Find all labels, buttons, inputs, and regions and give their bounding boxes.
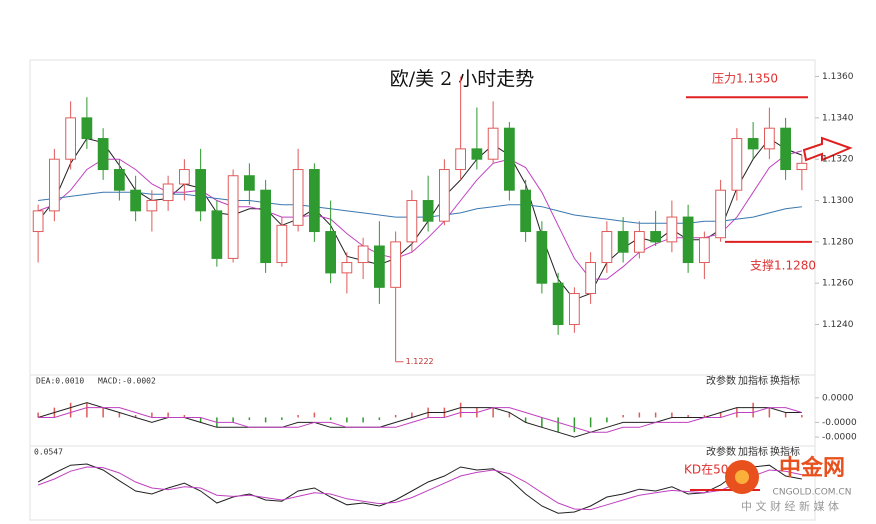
indicator-line [38,407,803,433]
level-label: 支撑1.1280 [750,257,816,272]
y-tick-label: -0.0000 [822,418,857,428]
candle-body [179,169,190,185]
panel-button[interactable]: 换指标 [770,445,800,458]
indicator-line [37,402,802,438]
candle-body [780,127,791,171]
panel-button[interactable]: 加指标 [738,445,768,458]
panel-button[interactable]: 加指标 [738,374,768,387]
y-tick-label: 1.1280 [822,237,854,247]
candle-body [114,169,125,191]
candle-body [276,224,288,264]
candle-body [617,231,629,253]
candle-body [569,293,580,326]
level-label: 压力1.1350 [712,72,778,86]
chart-title: 欧/美 2 小时走势 [390,68,535,90]
panel-button[interactable]: 改参数 [706,374,736,387]
candle-body [65,117,76,160]
y-tick-label: 1.1320 [822,155,854,165]
candle-body [260,189,271,264]
y-tick-label: 0.0000 [822,393,854,403]
arrow-icon [802,136,853,162]
candle-body [552,282,564,326]
y-tick-label: 1.1340 [822,113,854,123]
candle-body [520,189,531,233]
candle-body [650,231,661,243]
candle-body [455,148,466,171]
watermark: 中金网 CNGOLD.COM.CN 中 文 财 经 新 媒 体 [725,455,851,513]
logo-text: 中金网 [779,455,845,481]
candle-body [422,200,434,222]
indicator-line [37,466,803,511]
candle-body [536,231,548,284]
candle-body [747,138,759,150]
candle-body [195,169,206,212]
logo-icon [735,470,749,484]
candle-body [81,117,93,140]
panel-button[interactable]: 换指标 [770,374,800,387]
low-label: 1.1222 [406,357,434,366]
panel-button[interactable]: 改参数 [706,445,736,458]
candle-body [49,158,60,212]
candle-body [731,138,743,191]
candle-body [390,241,401,288]
logo-tagline: 中 文 财 经 新 媒 体 [741,499,839,513]
candle-body [227,175,239,259]
candle-body [325,231,336,274]
candle-body [764,127,775,150]
candle-body [487,127,499,160]
candle-body [585,262,596,295]
y-tick-label: -0.0000 [822,433,857,443]
candle-body [796,162,808,171]
candle-body [292,169,304,226]
candle-body [146,200,158,212]
candle-body [341,262,353,274]
candle-body [699,237,710,264]
candle-body [357,245,369,264]
candle-body [439,169,450,222]
chart-frame [29,59,816,521]
candle-body [97,138,109,171]
candle-body [715,189,726,239]
candle-body [601,231,613,264]
candle-body [130,189,141,212]
candle-body [634,231,645,253]
candle-body [374,245,385,288]
y-tick-label: 1.1360 [822,72,854,82]
candle-body [211,210,223,259]
candle-body [666,216,678,243]
candle-body [682,216,694,264]
logo-domain: CNGOLD.COM.CN [773,488,852,498]
candle-body [471,148,483,160]
candle-body [162,183,174,202]
candle-body [504,127,515,191]
y-tick-label: 1.1240 [822,320,854,330]
panel-header: 0.0547 [34,448,63,457]
candle-body [406,200,418,243]
y-tick-label: 1.1260 [822,279,854,289]
candle-body [309,169,320,233]
candle-body [244,175,255,191]
kd-note: KD在50 [684,463,728,477]
y-tick-label: 1.1300 [822,196,854,206]
candle-body [32,210,44,233]
panel-header: MACD:-0.0002 [98,377,156,386]
panel-header: DEA:0.0010 [36,377,84,386]
